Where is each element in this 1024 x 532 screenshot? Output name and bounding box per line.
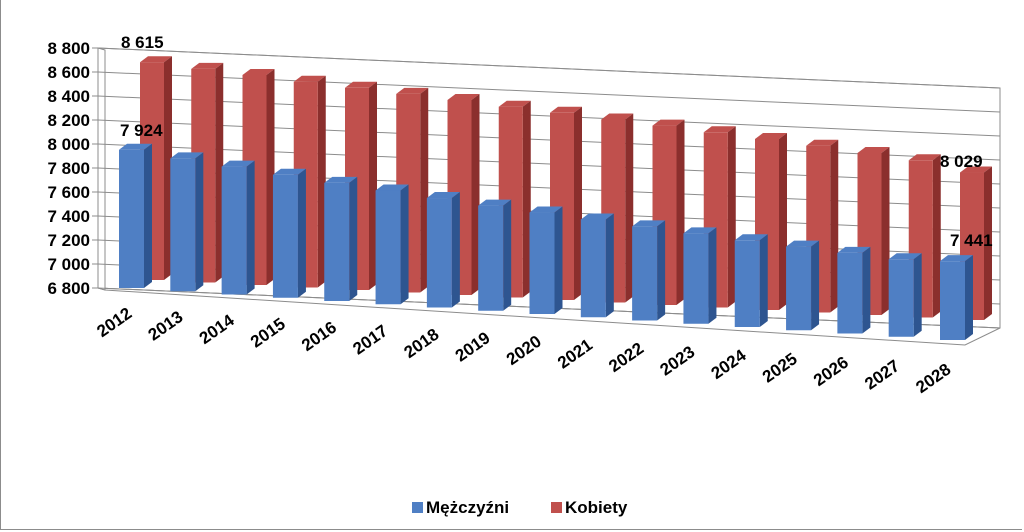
data-label: 7 441 [950, 231, 993, 250]
bar-mezczyzni-2017 [375, 184, 409, 305]
bar-mezczyzni-2024 [734, 234, 768, 327]
x-tick-label: 2014 [196, 310, 238, 348]
y-tick-label: 7 800 [47, 159, 90, 178]
bar-mezczyzni-2027 [888, 253, 922, 337]
bar-mezczyzni-2018 [426, 192, 460, 308]
x-tick-label: 2025 [759, 349, 801, 386]
y-tick-label: 7 000 [47, 255, 90, 274]
y-tick-label: 7 200 [47, 231, 90, 250]
bar-mezczyzni-2016 [324, 176, 358, 301]
y-tick-label: 8 200 [47, 111, 90, 130]
x-tick-label: 2024 [708, 345, 750, 383]
side-wall [97, 47, 106, 291]
y-tick-label: 8 800 [47, 39, 90, 58]
legend-label: Mężczyźni [426, 498, 509, 517]
x-tick-label: 2027 [861, 356, 903, 393]
x-tick-label: 2012 [93, 304, 135, 341]
bar-mezczyzni-2023 [683, 227, 717, 324]
bar-mezczyzni-2020 [529, 206, 563, 314]
y-tick-label: 6 800 [47, 279, 90, 298]
bar-mezczyzni-2021 [580, 213, 614, 318]
x-tick-label: 2015 [247, 314, 289, 351]
data-label: 8 615 [121, 33, 164, 52]
data-label: 7 924 [120, 121, 163, 140]
bar-mezczyzni-2019 [478, 199, 512, 311]
bar-kobiety-2021 [601, 113, 634, 303]
x-tick-label: 2020 [503, 332, 545, 369]
bar-mezczyzni-2013 [170, 152, 204, 292]
y-tick-label: 8 600 [47, 63, 90, 82]
bar-mezczyzni-2015 [272, 168, 306, 298]
x-tick-label: 2019 [452, 328, 494, 365]
bar-mezczyzni-2014 [221, 160, 255, 295]
legend-label: Kobiety [565, 498, 628, 517]
x-tick-label: 2028 [912, 360, 954, 397]
x-tick-label: 2023 [656, 342, 698, 379]
data-label: 8 029 [940, 152, 983, 171]
x-tick-label: 2022 [605, 339, 647, 376]
x-tick-label: 2016 [298, 318, 340, 355]
x-tick-label: 2026 [810, 353, 852, 390]
y-tick-label: 7 600 [47, 183, 90, 202]
bar-mezczyzni-2022 [632, 220, 666, 321]
x-tick-label: 2013 [145, 307, 187, 344]
bar-mezczyzni-2012 [119, 143, 152, 288]
y-tick-label: 8 400 [47, 87, 90, 106]
bar-mezczyzni-2028 [940, 255, 973, 340]
y-tick-label: 8 000 [47, 135, 90, 154]
legend-swatch [551, 502, 562, 513]
y-tick-label: 7 400 [47, 207, 90, 226]
legend-swatch [412, 502, 423, 513]
x-tick-label: 2021 [554, 335, 596, 372]
gridline [97, 47, 1001, 89]
legend: Mężczyźni Kobiety [412, 498, 628, 517]
bar-mezczyzni-2025 [786, 240, 820, 331]
bar-mezczyzni-2026 [837, 246, 871, 334]
x-tick-label: 2018 [401, 325, 443, 362]
x-tick-label: 2017 [349, 321, 391, 358]
